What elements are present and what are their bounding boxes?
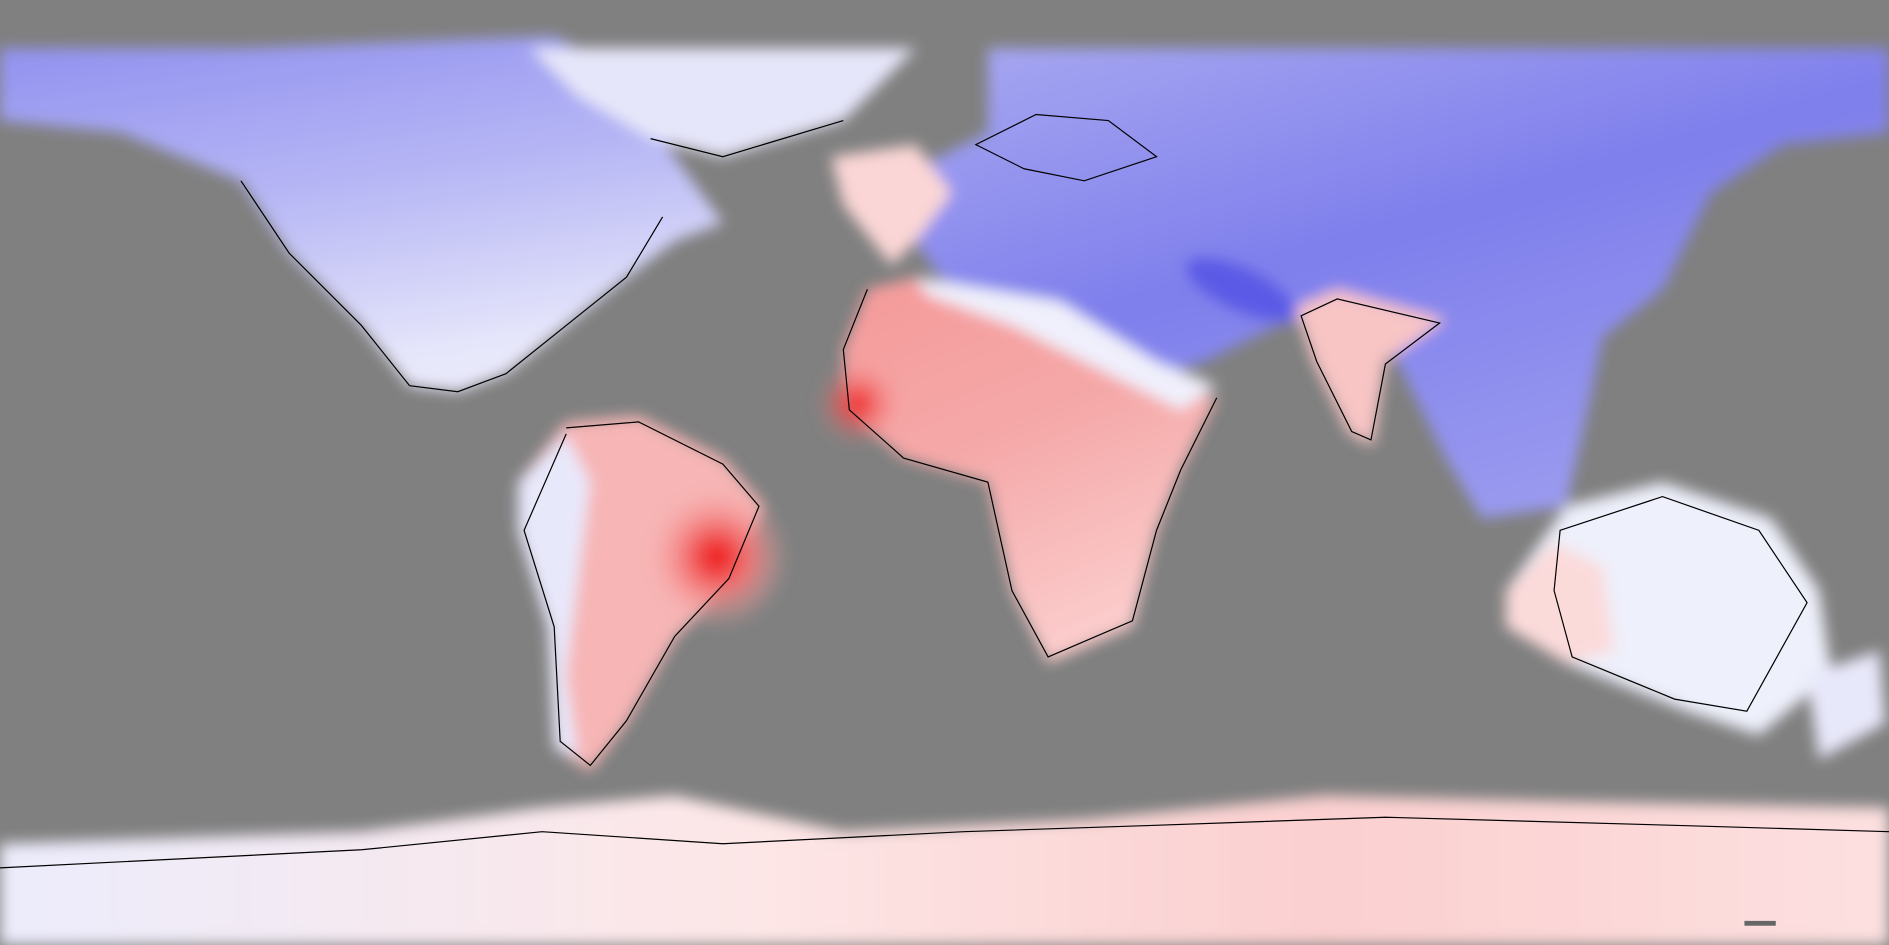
north-america [0, 36, 723, 392]
coastline [240, 180, 664, 393]
brazil-hotspot [644, 484, 790, 630]
senegal-hotspot [815, 361, 900, 446]
sahara-band [915, 277, 1217, 410]
coastline [842, 289, 1218, 658]
india [1295, 289, 1446, 446]
coastline [1300, 298, 1442, 441]
coastline [650, 119, 844, 158]
coastline [523, 421, 760, 767]
greenland [530, 48, 916, 157]
scale-mark [1744, 920, 1776, 926]
australia [1505, 482, 1832, 736]
new-zealand [1807, 650, 1886, 760]
antarctica [0, 795, 1889, 945]
coastline [974, 113, 1158, 182]
west-australia [1505, 542, 1615, 663]
eurasia [915, 48, 1889, 519]
coastline [1553, 495, 1808, 712]
anomaly-fields [0, 36, 1889, 945]
andes [518, 433, 591, 760]
western-europe [831, 144, 952, 266]
himalaya-cold [1185, 257, 1297, 322]
coastlines [0, 113, 1889, 869]
coastline [0, 816, 1889, 869]
